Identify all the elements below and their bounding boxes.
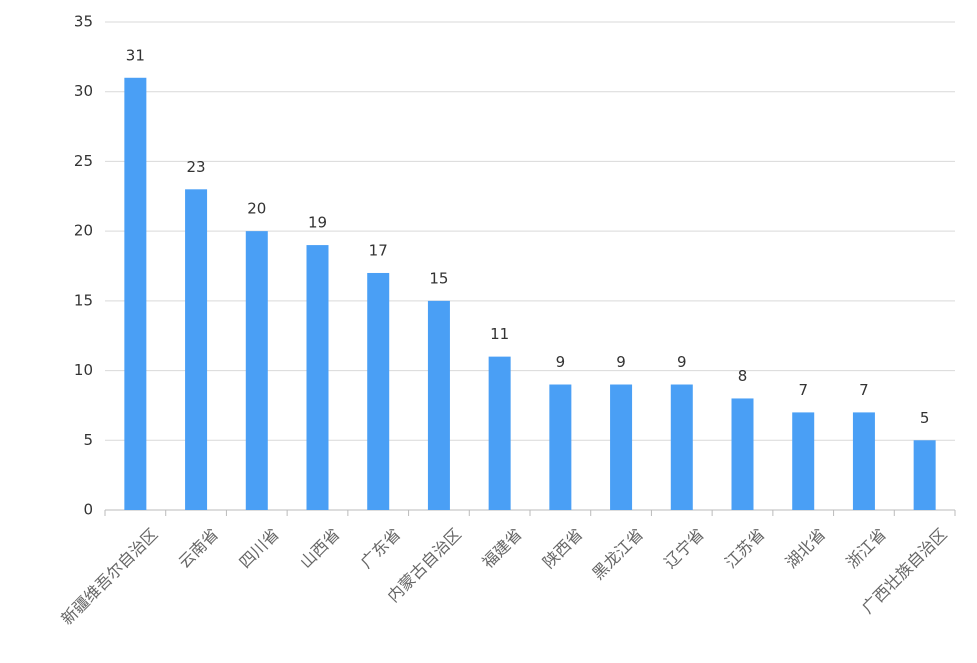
bar <box>124 77 147 511</box>
y-tick-label: 25 <box>74 152 93 170</box>
value-label: 7 <box>798 381 808 399</box>
bar <box>670 384 693 510</box>
bar <box>306 245 329 511</box>
value-label: 23 <box>187 158 206 176</box>
value-label: 5 <box>920 409 930 427</box>
value-label: 9 <box>616 353 626 371</box>
bar <box>852 412 875 510</box>
x-tick-label: 辽宁省 <box>660 525 707 572</box>
x-tick-label: 云南省 <box>175 525 222 572</box>
y-tick-label: 30 <box>74 82 93 100</box>
value-label: 17 <box>369 241 388 259</box>
y-tick-label: 35 <box>74 13 93 31</box>
value-label: 8 <box>738 367 748 385</box>
x-tick-label: 湖北省 <box>782 525 829 572</box>
x-tick-label: 江苏省 <box>721 525 768 572</box>
x-tick-label: 浙江省 <box>843 525 890 572</box>
y-tick-label: 0 <box>83 501 93 519</box>
bar <box>245 231 268 510</box>
bar <box>610 384 633 510</box>
x-tick-label: 福建省 <box>478 525 525 572</box>
value-label: 11 <box>490 325 509 343</box>
x-tick-label: 黑龙江省 <box>588 525 647 584</box>
bar <box>488 356 511 510</box>
bar <box>913 440 936 510</box>
y-tick-label: 20 <box>74 222 93 240</box>
value-label: 9 <box>556 353 566 371</box>
x-tick-label: 广东省 <box>357 525 404 572</box>
y-tick-label: 10 <box>74 361 93 379</box>
bar <box>427 300 450 510</box>
y-tick-label: 15 <box>74 291 93 309</box>
bar <box>549 384 572 510</box>
x-tick-label: 山西省 <box>296 525 343 572</box>
value-label: 15 <box>429 269 448 287</box>
value-label: 20 <box>247 200 266 218</box>
x-tick-label: 四川省 <box>235 525 282 572</box>
bar <box>792 412 815 510</box>
bar <box>367 272 390 510</box>
x-tick-label: 新疆维吾尔自治区 <box>57 525 161 629</box>
value-label: 31 <box>126 46 145 64</box>
value-label: 7 <box>859 381 869 399</box>
bar <box>185 189 208 511</box>
x-tick-label: 陕西省 <box>539 525 586 572</box>
value-label: 19 <box>308 214 327 232</box>
bar <box>731 398 754 510</box>
y-tick-label: 5 <box>83 431 93 449</box>
value-label: 9 <box>677 353 687 371</box>
